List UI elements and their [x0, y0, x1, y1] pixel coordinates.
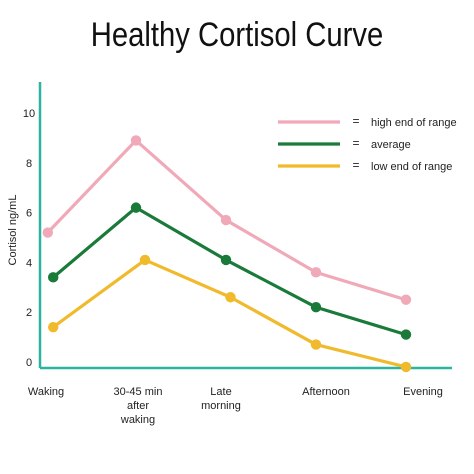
chart-axes	[38, 82, 452, 370]
data-point	[130, 202, 142, 213]
x-tick-label: Afternoon	[302, 386, 350, 398]
data-point	[310, 302, 322, 313]
series-points	[42, 135, 412, 373]
data-point	[400, 329, 412, 340]
data-point	[139, 254, 151, 266]
data-point	[225, 292, 236, 303]
data-point	[48, 321, 59, 333]
y-tick-label: 6	[26, 208, 32, 220]
data-point	[310, 339, 322, 350]
x-tick-label: 30-45 min after waking	[114, 386, 163, 426]
data-point	[220, 214, 232, 226]
y-tick-label: 4	[26, 257, 32, 269]
series-line	[52, 258, 407, 369]
chart-title: Healthy Cortisol Curve	[90, 16, 384, 54]
x-tick-label: Evening	[403, 386, 443, 398]
legend: = high end of range = average = low end of ra…	[278, 114, 457, 173]
x-tick-label: Waking	[28, 386, 64, 398]
legend-label: average	[371, 139, 411, 151]
data-point	[42, 227, 53, 238]
legend-equals: =	[352, 114, 359, 128]
legend-equals: =	[352, 158, 359, 172]
legend-label: high end of range	[371, 117, 457, 129]
data-point	[400, 294, 412, 305]
series-line	[52, 206, 407, 337]
data-point	[130, 135, 142, 146]
y-tick-label: 8	[26, 158, 32, 170]
data-point	[310, 267, 322, 278]
y-axis-label: Cortisol ng/mL	[7, 195, 19, 266]
y-tick-labels: 0 2 4 6 8 10	[23, 108, 35, 369]
y-tick-label: 2	[26, 307, 32, 319]
x-tick-labels: Waking 30-45 min after waking Late morning Aft…	[28, 386, 443, 426]
legend-equals: =	[352, 136, 359, 150]
legend-label: low end of range	[371, 161, 452, 173]
y-tick-label: 10	[23, 108, 35, 120]
data-point	[48, 272, 59, 283]
y-tick-label: 0	[26, 357, 32, 369]
data-point	[400, 361, 412, 373]
data-point	[220, 254, 232, 266]
x-tick-label: Late morning	[201, 386, 241, 412]
series-lines	[46, 138, 407, 369]
